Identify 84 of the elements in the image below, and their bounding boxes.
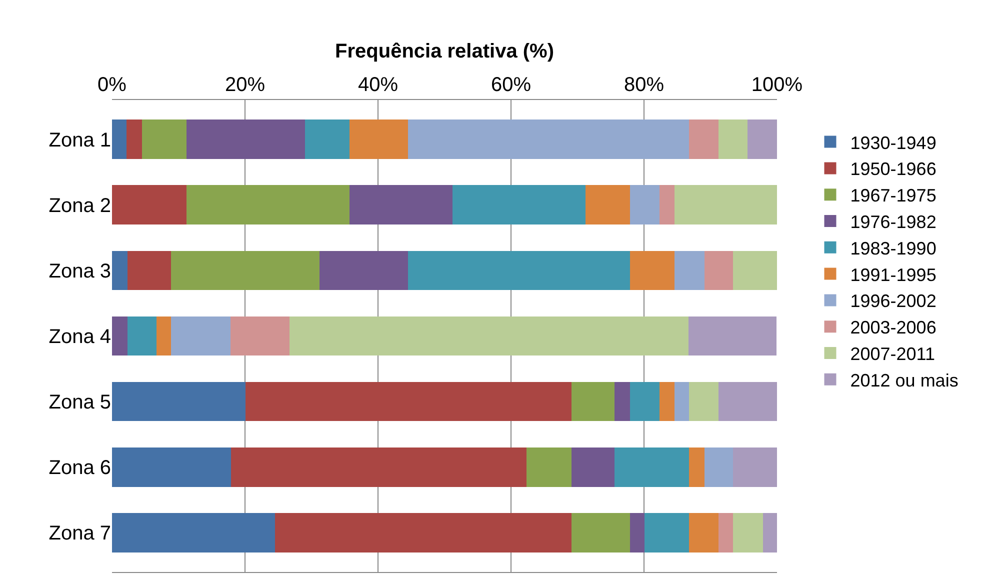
bar bbox=[659, 185, 675, 225]
bar bbox=[290, 316, 689, 356]
bar bbox=[274, 513, 572, 552]
x-tick-label: 60% bbox=[490, 74, 532, 96]
bar bbox=[718, 513, 734, 552]
x-tick-label: 0% bbox=[98, 74, 127, 96]
bar bbox=[112, 185, 186, 225]
legend-label: 2003-2006 bbox=[850, 318, 936, 338]
bar bbox=[718, 120, 748, 159]
legend-label: 1950-1966 bbox=[850, 159, 936, 180]
bar bbox=[689, 447, 705, 487]
bar bbox=[349, 120, 408, 159]
bar bbox=[689, 382, 718, 422]
bar bbox=[171, 250, 320, 290]
legend-label: 2007-2011 bbox=[850, 344, 935, 364]
legend-label: 2012 ou mais bbox=[850, 370, 958, 390]
bar bbox=[171, 316, 230, 356]
bar bbox=[572, 513, 630, 552]
bar bbox=[630, 513, 645, 552]
bar bbox=[718, 382, 777, 422]
y-tick-label: Zona 4 bbox=[48, 326, 111, 348]
bar bbox=[142, 120, 186, 159]
bar bbox=[572, 382, 615, 422]
y-tick-label: Zona 7 bbox=[48, 522, 111, 545]
bar bbox=[304, 120, 350, 159]
bar bbox=[630, 250, 675, 290]
legend-label: 1976-1982 bbox=[850, 212, 936, 232]
bar bbox=[689, 120, 718, 159]
bar bbox=[644, 513, 690, 552]
legend-label: 1991-1995 bbox=[850, 264, 936, 285]
bar bbox=[630, 382, 660, 422]
bar bbox=[112, 447, 232, 487]
y-tick-label: Zona 1 bbox=[48, 129, 111, 152]
legend-label: 1983-1990 bbox=[850, 238, 936, 258]
bar bbox=[763, 513, 777, 552]
x-axis-title: Frequência relativa (%) bbox=[335, 40, 554, 62]
bar bbox=[156, 316, 172, 356]
y-tick-label: Zona 6 bbox=[48, 457, 111, 480]
bar bbox=[748, 120, 777, 159]
bar bbox=[733, 447, 777, 487]
bar bbox=[704, 447, 734, 487]
bar bbox=[112, 382, 246, 422]
y-tick-label: Zona 2 bbox=[48, 194, 111, 217]
bar bbox=[231, 447, 526, 487]
y-tick-label: Zona 5 bbox=[48, 392, 111, 414]
bar bbox=[112, 250, 128, 290]
legend-label: 1930-1949 bbox=[850, 132, 936, 153]
y-tick-label: Zona 3 bbox=[48, 260, 111, 282]
bar bbox=[614, 382, 630, 422]
bar bbox=[112, 316, 128, 356]
bar bbox=[127, 316, 157, 356]
bar bbox=[689, 513, 718, 552]
bar bbox=[452, 185, 586, 225]
bar bbox=[733, 250, 777, 290]
bar bbox=[186, 120, 305, 159]
legend-label: 1967-1975 bbox=[850, 186, 936, 206]
bar bbox=[585, 185, 630, 225]
bar bbox=[526, 447, 572, 487]
bar bbox=[614, 447, 690, 487]
legend-label: 1996-2002 bbox=[850, 291, 936, 312]
bar bbox=[572, 447, 615, 487]
bar bbox=[126, 120, 142, 159]
bar bbox=[246, 382, 572, 422]
bar bbox=[186, 185, 350, 225]
bar bbox=[112, 120, 127, 159]
bar bbox=[659, 382, 675, 422]
bar bbox=[230, 316, 290, 356]
bar bbox=[674, 185, 777, 225]
bar bbox=[688, 316, 776, 356]
x-tick-label: 20% bbox=[224, 74, 266, 96]
bar bbox=[630, 185, 660, 225]
bar bbox=[704, 250, 734, 290]
x-tick-label: 80% bbox=[624, 74, 664, 96]
bar bbox=[408, 250, 630, 290]
bar bbox=[674, 250, 705, 290]
bar bbox=[733, 513, 764, 552]
x-tick-label: 100% bbox=[751, 74, 803, 96]
bar bbox=[408, 120, 690, 159]
bar bbox=[127, 250, 172, 290]
bar bbox=[349, 185, 452, 225]
x-tick-label: 40% bbox=[358, 74, 398, 96]
bar bbox=[674, 382, 690, 422]
bar bbox=[112, 513, 275, 552]
bar bbox=[319, 250, 408, 290]
